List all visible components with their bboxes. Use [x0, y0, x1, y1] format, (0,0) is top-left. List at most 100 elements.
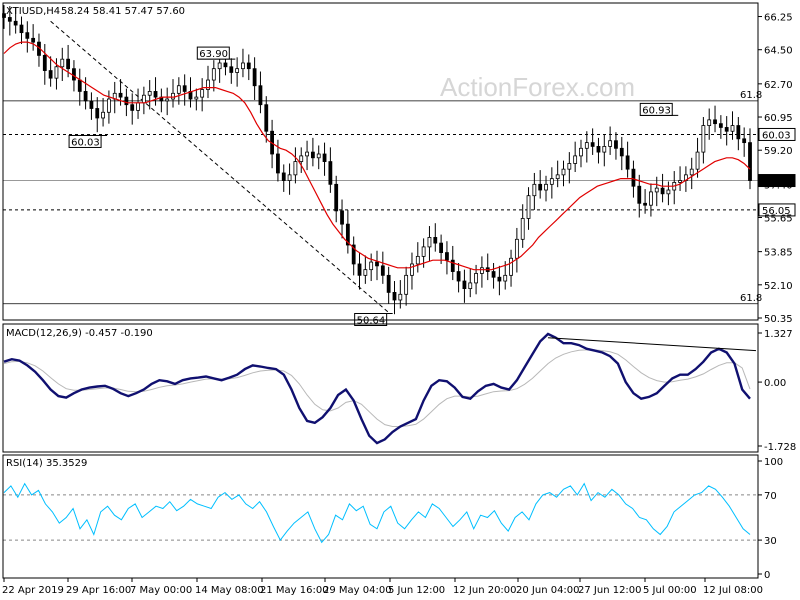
price-bar-body — [334, 183, 339, 212]
price-marker-box — [639, 102, 673, 116]
macd-signal-line — [3, 349, 751, 427]
price-bar-body — [246, 62, 251, 70]
price-y-tick-label: 50.35 — [764, 314, 793, 325]
price-markers: 63.90 60.93 60.03 50.64 — [68, 46, 679, 327]
price-y-tick-label: 62.70 — [764, 80, 793, 91]
price-axis-tag-label: 56.05 — [762, 206, 791, 217]
price-bar-body — [474, 273, 478, 284]
price-bar-body — [229, 66, 234, 73]
price-trendline — [50, 20, 389, 313]
price-bar-body — [462, 280, 467, 290]
price-bar-body — [305, 151, 309, 157]
price-y-tick-label: 66.25 — [764, 13, 793, 24]
price-bar-body — [258, 85, 263, 106]
price-bar-body — [427, 237, 432, 248]
price-bar-body — [42, 55, 47, 71]
price-bar-body — [83, 91, 88, 102]
price-bar-body — [666, 189, 671, 195]
price-bar-body — [415, 255, 420, 265]
price-bar-body — [194, 96, 199, 100]
time-tick-label: 29 May 04:00 — [323, 585, 392, 596]
price-bar-body — [369, 261, 374, 271]
price-bar-body — [730, 125, 735, 132]
macd-y-tick-label: 1.327 — [764, 329, 793, 340]
price-bar-body — [643, 202, 647, 206]
price-bar-body — [48, 70, 53, 79]
price-bar-body — [95, 108, 100, 119]
price-bar-body — [19, 24, 24, 34]
price-bar-body — [724, 127, 729, 132]
price-bar-body — [351, 244, 356, 265]
price-bar-body — [742, 138, 747, 144]
time-tick-label: 21 May 16:00 — [260, 585, 329, 596]
price-bar-body — [637, 185, 642, 204]
macd-frame — [2, 323, 759, 453]
price-bar-body — [287, 174, 292, 181]
price-bar-body — [579, 147, 583, 157]
price-frame — [2, 2, 759, 321]
price-bar-body — [619, 147, 624, 157]
price-bar-body — [480, 267, 484, 274]
price-bar-body — [590, 142, 595, 147]
price-bar-body — [357, 263, 362, 276]
price-axis-tag — [758, 127, 796, 141]
price-bar-body — [7, 17, 12, 22]
price-y-tick-label: 57.40 — [764, 180, 793, 191]
time-tick-label: 14 May 08:00 — [195, 585, 264, 596]
price-marker-label: 63.90 — [199, 49, 228, 60]
rsi-y-tick-label: 70 — [764, 491, 777, 502]
price-bar-body — [375, 261, 379, 267]
rsi-y-tick-label: 0 — [764, 570, 770, 581]
price-bar-body — [310, 151, 315, 159]
price-bar-body — [60, 58, 65, 68]
price-bar-body — [130, 104, 135, 111]
price-bar-body — [281, 172, 286, 181]
price-bar-body — [713, 119, 717, 125]
rsi-title: RSI(14) 35.3529 — [6, 458, 87, 469]
rsi-y-tick-label: 100 — [764, 457, 783, 468]
price-bar-body — [596, 146, 601, 153]
price-bar-body — [608, 140, 613, 147]
price-bar-body — [468, 282, 473, 290]
price-bar-body — [561, 168, 566, 176]
price-y-tick-label: 52.10 — [764, 281, 793, 292]
price-bar-body — [328, 161, 333, 185]
price-marker-label: 60.93 — [642, 105, 671, 116]
price-bar-body — [25, 32, 30, 39]
price-bar-body — [316, 153, 321, 159]
price-bar-body — [107, 98, 111, 113]
price-bar-body — [404, 274, 409, 295]
macd-title: MACD(12,26,9) -0.457 -0.190 — [6, 328, 153, 339]
price-axis-tag — [758, 174, 796, 188]
watermark: ActionForex.com — [440, 72, 635, 102]
price-bar-body — [439, 242, 444, 253]
price-bar-body — [421, 246, 426, 257]
price-bar-body — [433, 237, 438, 244]
price-bar-body — [211, 68, 216, 81]
price-y-tick-label: 55.65 — [764, 214, 793, 225]
price-bar-body — [509, 257, 513, 276]
time-tick-label: 27 Jun 12:00 — [578, 585, 642, 596]
price-bar-body — [625, 155, 630, 170]
price-bar-body — [707, 119, 712, 126]
price-bar-body — [614, 140, 618, 149]
price-bar-body — [165, 98, 170, 102]
moving-average-line — [3, 41, 751, 271]
price-bar-body — [573, 155, 578, 164]
price-bar-body — [13, 20, 18, 26]
price-bar-body — [538, 183, 543, 191]
price-marker-box — [68, 134, 102, 148]
price-bar-body — [54, 66, 59, 79]
price-y-tick-label: 53.85 — [764, 248, 793, 259]
rsi-y-axis: 100 70 30 0 — [758, 457, 783, 581]
price-ohlc: 58.24 58.41 57.47 57.60 — [61, 6, 185, 17]
time-tick-label: 5 Jul 00:00 — [643, 585, 697, 596]
price-bar-body — [392, 292, 397, 301]
price-bar-body — [497, 276, 502, 282]
price-bar-body — [223, 62, 228, 68]
price-bar-body — [136, 102, 140, 111]
price-bar-body — [520, 218, 525, 240]
price-title: XTIUSD,H4 — [6, 6, 60, 17]
price-bar-body — [206, 79, 210, 90]
price-bar-body — [77, 79, 82, 92]
